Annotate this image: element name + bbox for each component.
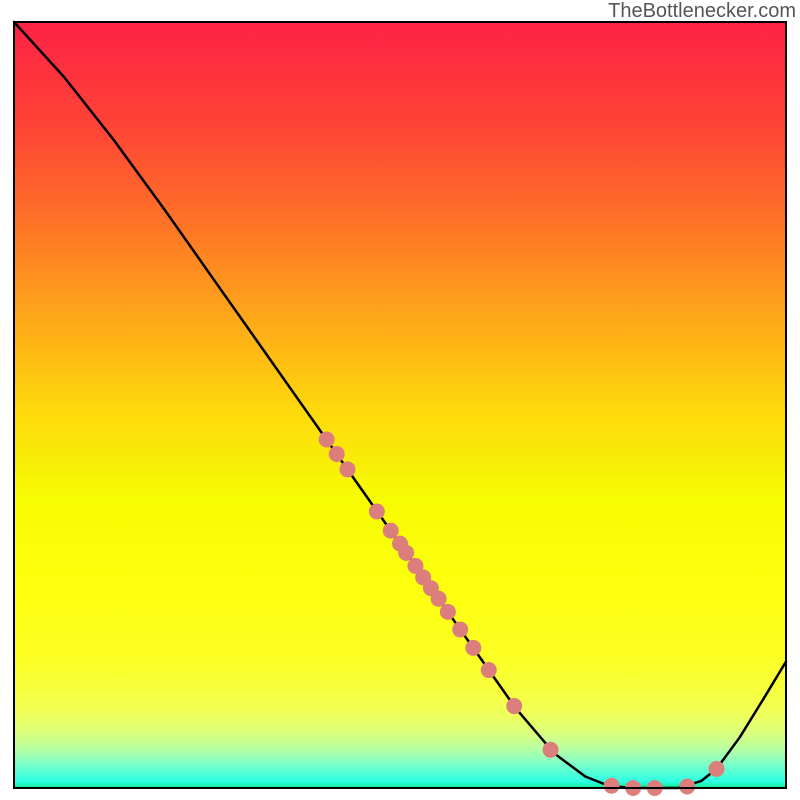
data-marker (319, 432, 334, 447)
data-marker (466, 640, 481, 655)
data-marker (440, 604, 455, 619)
data-marker (507, 699, 522, 714)
data-marker (340, 462, 355, 477)
data-marker (481, 663, 496, 678)
data-marker (604, 778, 619, 793)
bottleneck-chart (0, 0, 800, 800)
data-marker (383, 523, 398, 538)
data-marker (431, 591, 446, 606)
chart-background (14, 22, 786, 788)
data-marker (543, 742, 558, 757)
data-marker (399, 545, 414, 560)
data-marker (329, 447, 344, 462)
chart-container: TheBottlenecker.com (0, 0, 800, 800)
data-marker (680, 779, 695, 794)
data-marker (709, 761, 724, 776)
watermark-text: TheBottlenecker.com (608, 0, 796, 23)
data-marker (453, 622, 468, 637)
data-marker (369, 504, 384, 519)
